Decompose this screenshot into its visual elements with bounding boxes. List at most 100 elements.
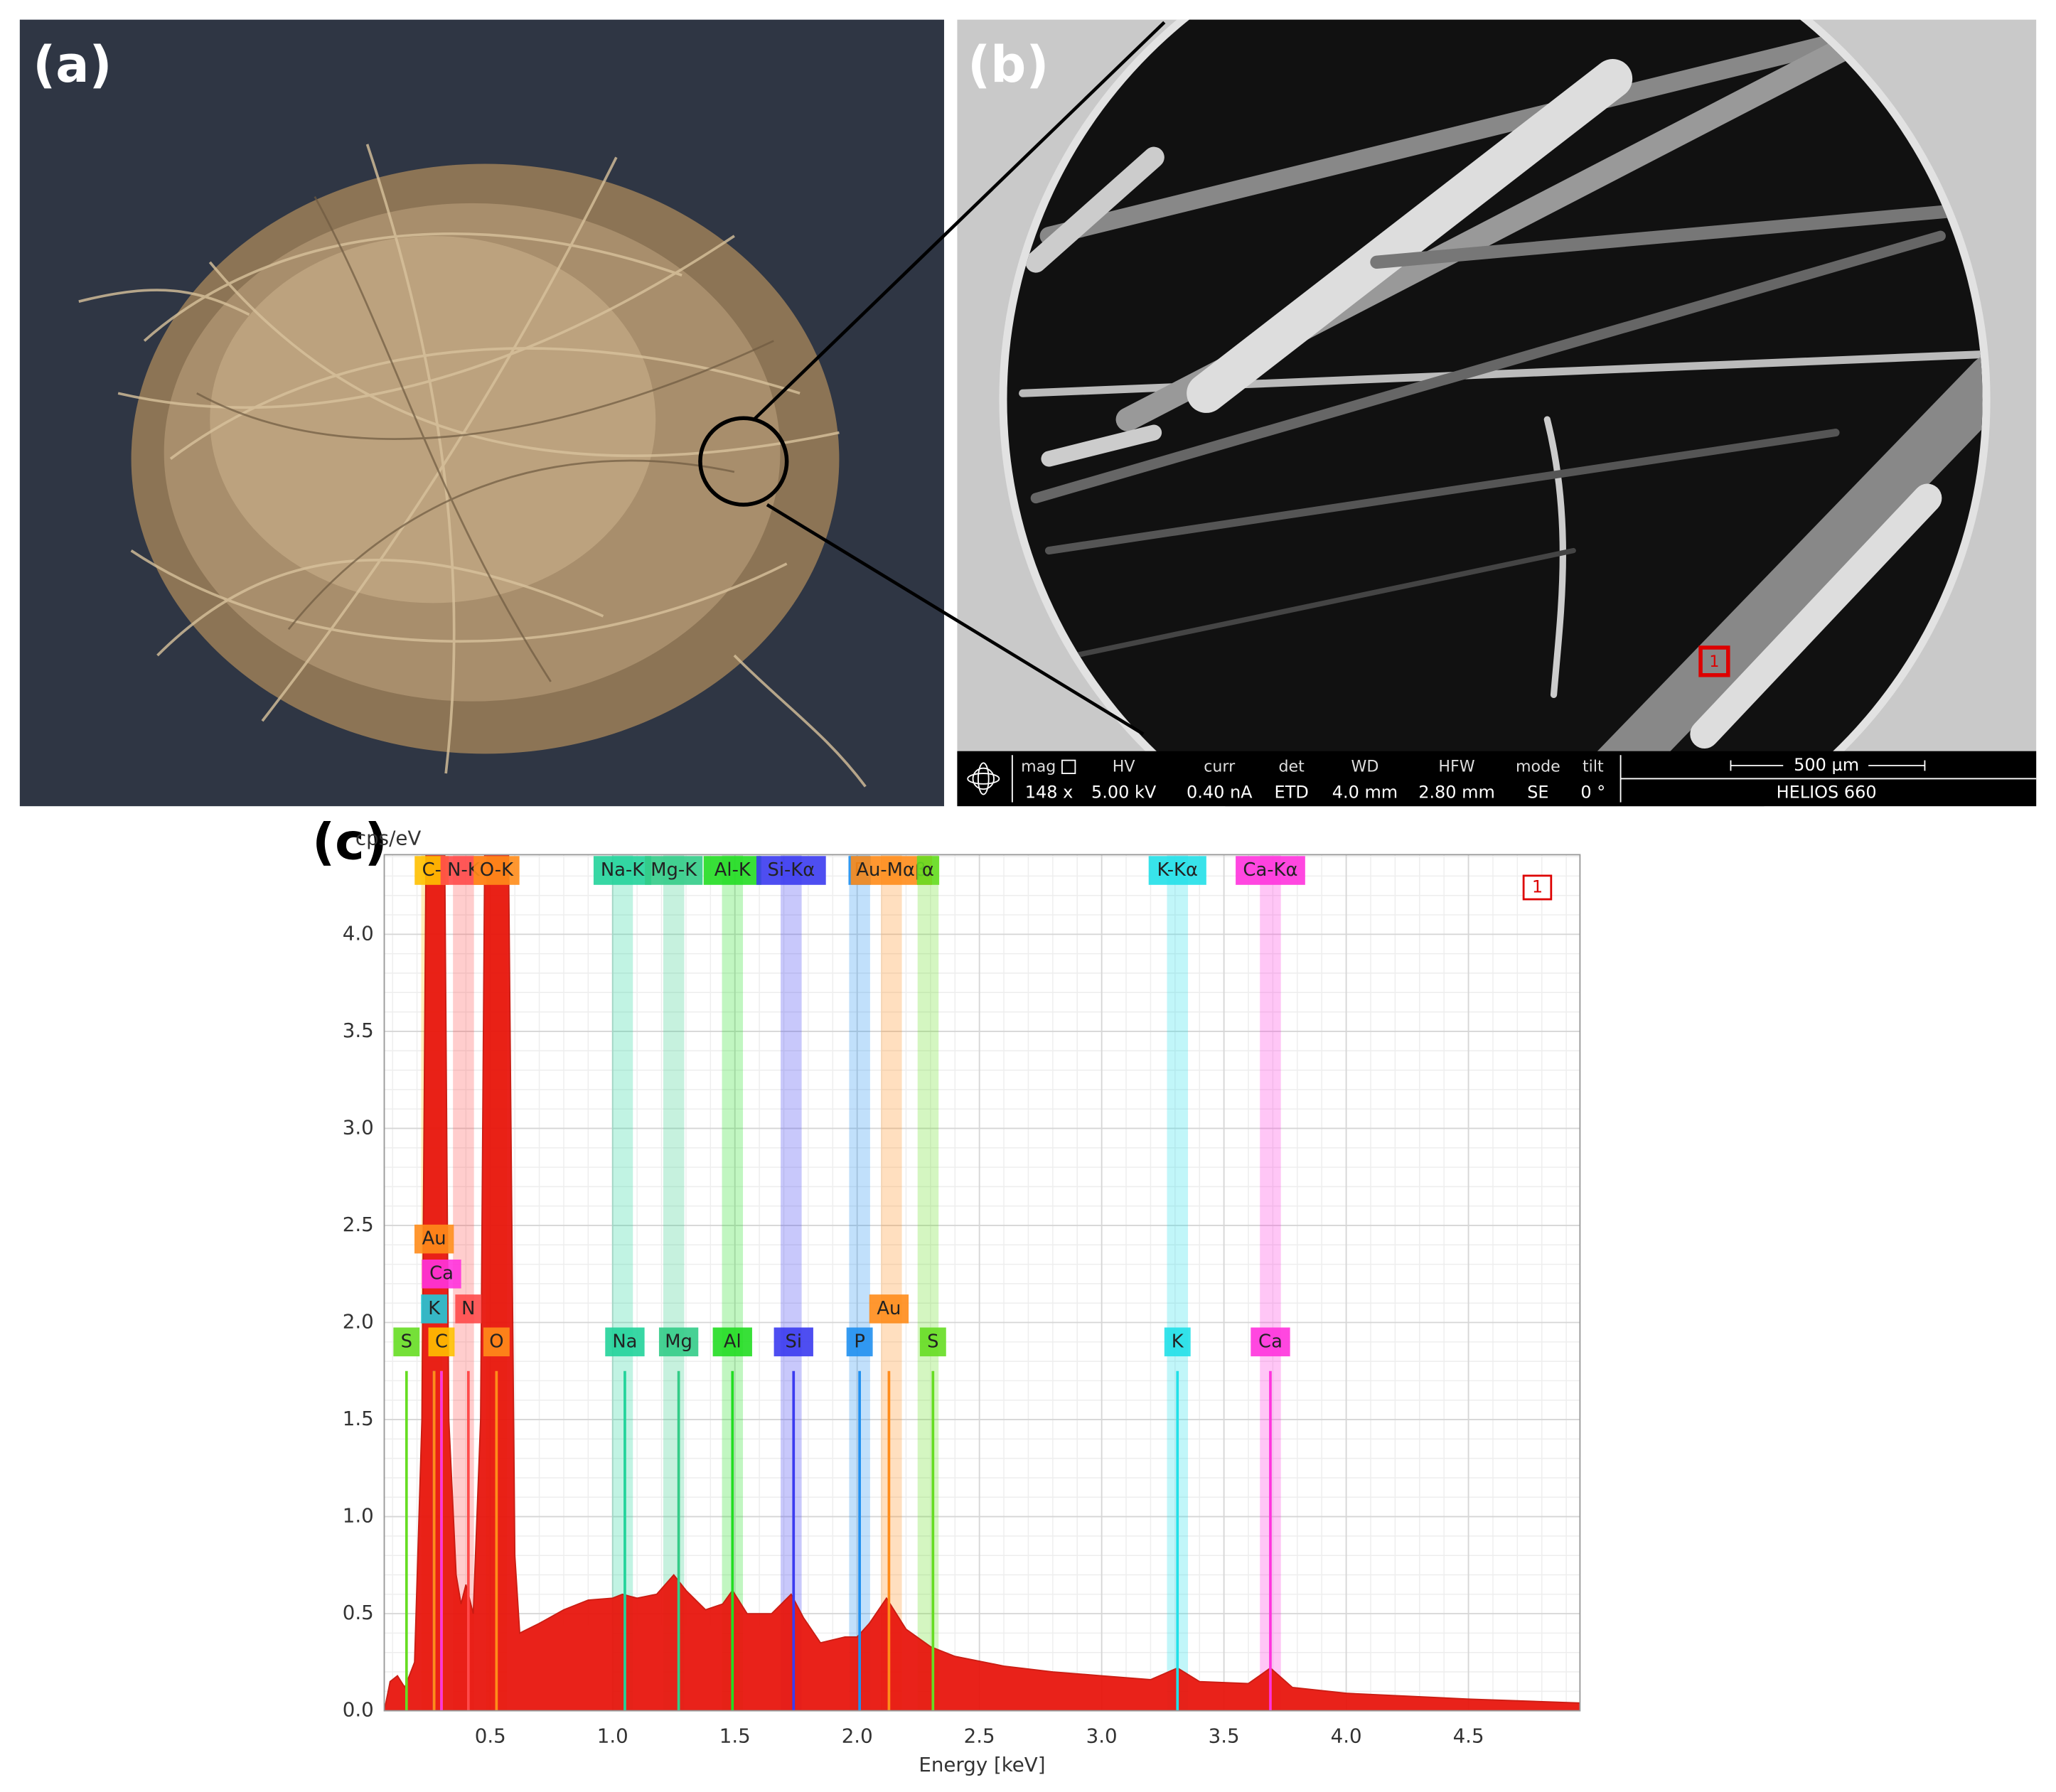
element-label: Ca xyxy=(1258,1331,1283,1352)
sem-field-value: 0 ° xyxy=(1580,783,1605,803)
sem-field-label: tilt xyxy=(1583,757,1604,776)
element-label: Al xyxy=(724,1331,741,1352)
element-label-box xyxy=(712,1327,752,1357)
element-band-label-box xyxy=(1236,856,1305,885)
element-label-box xyxy=(658,1327,699,1357)
sem-field-value: 5.00 kV xyxy=(1091,783,1157,803)
y-axis-title: cps/eV xyxy=(355,826,422,849)
element-band-label: Ca-Kα xyxy=(1243,859,1297,881)
element-band-label-box xyxy=(1148,856,1206,885)
element-band-label: Si-Kα xyxy=(767,859,815,881)
element-label-box xyxy=(869,1294,909,1324)
element-band-label: Al-K xyxy=(714,859,751,881)
x-tick-label: 3.0 xyxy=(1086,1724,1118,1748)
site-label: 1 xyxy=(1532,877,1543,897)
sem-field-value: ETD xyxy=(1275,783,1309,803)
y-tick-label: 0.5 xyxy=(343,1601,374,1624)
element-band-label-box xyxy=(916,856,940,885)
panel-label: (b) xyxy=(968,36,1049,94)
element-band-label: K-Kα xyxy=(1157,859,1198,881)
site-label: 1 xyxy=(1709,653,1719,671)
instrument: HELIOS 660 xyxy=(1777,783,1877,803)
photo-panel: (a) xyxy=(19,19,944,807)
y-tick-label: 3.0 xyxy=(343,1115,374,1139)
sem-field-label: mode xyxy=(1516,757,1560,776)
element-label: S xyxy=(927,1331,938,1352)
y-tick-label: 3.5 xyxy=(343,1019,374,1042)
sem-field-value: 148 x xyxy=(1025,783,1073,803)
sem-field-label: mag xyxy=(1021,757,1056,776)
element-band-label: α xyxy=(922,859,934,881)
element-label-box xyxy=(455,1294,482,1324)
x-tick-label: 4.5 xyxy=(1453,1724,1484,1748)
element-label: O xyxy=(489,1331,503,1352)
x-tick-label: 0.5 xyxy=(475,1724,506,1748)
y-tick-label: 1.5 xyxy=(343,1407,374,1430)
element-label-box xyxy=(428,1327,455,1357)
element-label-box xyxy=(919,1327,946,1357)
x-tick-label: 1.5 xyxy=(719,1724,751,1748)
element-band xyxy=(881,854,902,1711)
element-label-box xyxy=(605,1327,645,1357)
x-tick-label: 3.5 xyxy=(1209,1724,1240,1748)
element-label: S xyxy=(401,1331,412,1352)
element-label: C xyxy=(435,1331,448,1352)
plot-content xyxy=(384,854,1580,1711)
sem-panel: 1 (b) mag 148 x HV 5.00 kV curr 0.40 nA det ETD… xyxy=(957,19,2037,807)
spectrum-area xyxy=(384,854,1580,1711)
sem-field-value: 2.80 mm xyxy=(1418,783,1495,803)
element-band xyxy=(917,854,939,1711)
element-label: P xyxy=(854,1331,865,1352)
sem-field-value: 0.40 nA xyxy=(1187,783,1253,803)
sem-field-label: WD xyxy=(1351,757,1378,776)
x-tick-label: 2.5 xyxy=(964,1724,995,1748)
panel-label: (c) xyxy=(312,813,387,871)
y-tick-label: 2.5 xyxy=(343,1213,374,1236)
element-label: Ca xyxy=(429,1263,454,1284)
element-label-box xyxy=(422,1259,461,1289)
chart: 0.5 1.0 1.5 2.0 2.5 3.0 3.5 4.0 4.5 0.0 0.5 1.0 1.5 2… xyxy=(343,826,1581,1776)
element-label-box xyxy=(414,1224,454,1254)
element-label-box xyxy=(1251,1327,1290,1357)
element-label-box xyxy=(773,1327,813,1357)
element-band-label-box xyxy=(473,856,520,885)
element-band xyxy=(781,854,802,1711)
element-label-box xyxy=(846,1327,873,1357)
sem-field-value: SE xyxy=(1527,783,1548,803)
element-band-label-box xyxy=(756,856,826,885)
element-label: Si xyxy=(785,1331,802,1352)
element-band-label: Na-K xyxy=(601,859,645,881)
element-band-label: C- xyxy=(422,859,441,881)
scale-bar-label: 500 µm xyxy=(1794,755,1859,775)
element-band-label-box xyxy=(703,856,761,885)
element-band-label: Au-Mαβ xyxy=(856,859,926,881)
element-label: Mg xyxy=(665,1331,692,1352)
y-tick-label: 2.0 xyxy=(343,1310,374,1334)
sem-field-label: det xyxy=(1279,757,1305,776)
element-label: Na xyxy=(612,1331,637,1352)
element-label: Au xyxy=(422,1228,446,1250)
sem-field-label: HV xyxy=(1113,757,1135,776)
x-tick-label: 2.0 xyxy=(842,1724,873,1748)
x-tick-label: 1.0 xyxy=(597,1724,628,1748)
panel-label: (a) xyxy=(33,36,112,94)
element-label-box xyxy=(1164,1327,1191,1357)
sem-field-label: HFW xyxy=(1438,757,1474,776)
element-label: Au xyxy=(877,1298,901,1319)
y-tick-label: 4.0 xyxy=(343,921,374,945)
element-band xyxy=(611,854,633,1711)
site-label-box xyxy=(1522,874,1553,901)
element-label-box xyxy=(483,1327,510,1357)
element-label: K xyxy=(428,1298,441,1319)
sem-field-value: 4.0 mm xyxy=(1332,783,1398,803)
plot-frame xyxy=(383,854,1581,1712)
element-band xyxy=(663,854,685,1711)
plot-area xyxy=(384,854,1580,1711)
element-band-label-box xyxy=(645,856,703,885)
y-tick-label: 1.0 xyxy=(343,1504,374,1528)
element-band-label: O-K xyxy=(480,859,514,881)
x-tick-label: 4.0 xyxy=(1331,1724,1362,1748)
element-band-label-box xyxy=(593,856,652,885)
element-band-label: Mg-K xyxy=(650,859,697,881)
